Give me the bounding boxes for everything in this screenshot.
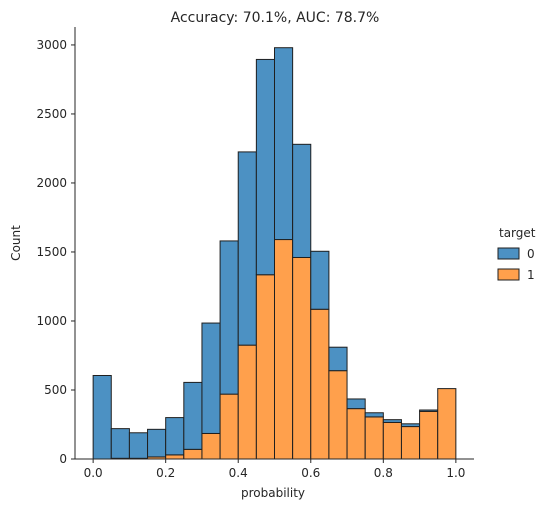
y-tick-label: 0: [59, 452, 67, 466]
bar-target-0: [128, 432, 149, 459]
bar-target-0: [255, 58, 276, 276]
bar-target-0: [328, 346, 348, 372]
y-axis-label: Count: [9, 225, 23, 261]
bar-target-1: [219, 393, 239, 460]
x-ticks-group: 0.0 0.2 0.4 0.6 0.8 1.0: [84, 459, 465, 480]
legend-swatch-1: [497, 268, 520, 281]
bar-target-1: [292, 256, 312, 460]
bar-target-0: [219, 240, 239, 395]
bar-target-1: [255, 274, 276, 460]
y-tick-label: 1500: [36, 245, 67, 259]
bar-target-1: [165, 454, 185, 460]
legend-swatch-0: [497, 247, 520, 260]
y-tick-label: 500: [44, 383, 67, 397]
bar-target-1: [274, 239, 294, 460]
bar-target-1: [237, 344, 257, 460]
x-tick-label: 0.0: [84, 466, 103, 480]
bar-target-0: [110, 428, 130, 459]
legend-label-0: 0: [527, 247, 535, 261]
bar-target-1: [419, 410, 439, 460]
y-tick-label: 3000: [36, 38, 67, 52]
bars-group: [92, 47, 457, 460]
bar-target-1: [437, 388, 457, 460]
bar-target-1: [346, 408, 366, 460]
x-tick-label: 0.8: [374, 466, 393, 480]
bar-target-0: [92, 374, 112, 460]
bar-target-0: [201, 322, 221, 434]
bar-target-0: [382, 419, 402, 423]
y-tick-label: 1000: [36, 314, 67, 328]
bar-target-1: [310, 308, 330, 460]
x-tick-label: 0.4: [229, 466, 248, 480]
bar-target-1: [183, 448, 203, 460]
bar-target-0: [346, 398, 366, 410]
bar-target-1: [400, 426, 421, 460]
bar-target-0: [310, 250, 330, 310]
legend-label-1: 1: [527, 268, 535, 282]
x-tick-label: 1.0: [446, 466, 465, 480]
bar-target-0: [237, 151, 257, 346]
bar-target-0: [400, 423, 421, 428]
bar-target-0: [183, 381, 203, 450]
bar-target-0: [165, 417, 185, 456]
bar-target-0: [292, 143, 312, 258]
chart-title: Accuracy: 70.1%, AUC: 78.7%: [171, 10, 380, 26]
x-tick-label: 0.2: [156, 466, 175, 480]
legend-title: target: [499, 226, 536, 240]
bar-target-1: [382, 421, 402, 460]
y-ticks-group: 0 500 1000 1500 2000 2500 3000: [36, 38, 75, 466]
y-tick-label: 2000: [36, 176, 67, 190]
bar-target-1: [364, 416, 384, 460]
x-tick-label: 0.6: [301, 466, 320, 480]
bar-target-0: [364, 412, 384, 418]
x-axis-label: probability: [241, 486, 305, 500]
bar-target-0: [274, 47, 294, 241]
bar-target-1: [201, 432, 221, 460]
bar-target-1: [328, 370, 348, 460]
bar-target-0: [419, 409, 439, 412]
legend: target 0 1: [497, 226, 536, 282]
y-tick-label: 2500: [36, 107, 67, 121]
bar-target-0: [147, 428, 167, 458]
